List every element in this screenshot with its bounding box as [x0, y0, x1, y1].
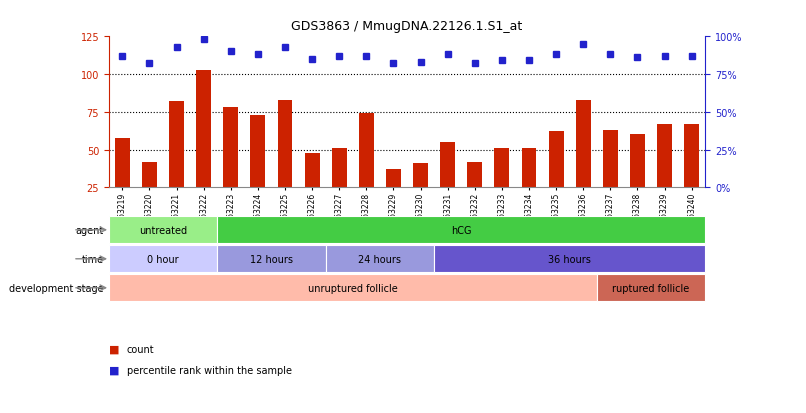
- Text: ■: ■: [109, 344, 119, 354]
- Text: count: count: [127, 344, 154, 354]
- Text: untreated: untreated: [139, 225, 187, 235]
- Bar: [196, 70, 211, 225]
- Bar: [413, 164, 428, 225]
- Bar: [332, 149, 347, 225]
- Bar: [251, 116, 265, 225]
- Bar: [603, 131, 618, 225]
- Text: 24 hours: 24 hours: [359, 254, 401, 264]
- Text: 0 hour: 0 hour: [147, 254, 179, 264]
- Bar: [521, 149, 537, 225]
- Bar: [305, 153, 320, 225]
- Bar: [115, 138, 130, 225]
- Text: ruptured follicle: ruptured follicle: [613, 283, 690, 293]
- Text: development stage: development stage: [10, 283, 104, 293]
- Text: time: time: [82, 254, 104, 264]
- Text: agent: agent: [76, 225, 104, 235]
- Bar: [218, 246, 326, 273]
- Bar: [109, 275, 596, 301]
- Bar: [218, 217, 705, 244]
- Bar: [386, 170, 401, 225]
- Bar: [657, 125, 672, 225]
- Bar: [684, 125, 699, 225]
- Bar: [359, 114, 374, 225]
- Text: ■: ■: [109, 365, 119, 375]
- Bar: [142, 162, 157, 225]
- Bar: [630, 135, 645, 225]
- Text: 12 hours: 12 hours: [250, 254, 293, 264]
- Bar: [277, 100, 293, 225]
- Bar: [109, 246, 218, 273]
- Bar: [109, 217, 218, 244]
- Bar: [434, 246, 705, 273]
- Bar: [596, 275, 705, 301]
- Title: GDS3863 / MmugDNA.22126.1.S1_at: GDS3863 / MmugDNA.22126.1.S1_at: [292, 20, 522, 33]
- Text: 36 hours: 36 hours: [548, 254, 591, 264]
- Text: unruptured follicle: unruptured follicle: [308, 283, 397, 293]
- Bar: [549, 132, 563, 225]
- Bar: [326, 246, 434, 273]
- Bar: [223, 108, 239, 225]
- Bar: [169, 102, 184, 225]
- Bar: [575, 100, 591, 225]
- Text: hCG: hCG: [451, 225, 472, 235]
- Bar: [467, 162, 482, 225]
- Text: percentile rank within the sample: percentile rank within the sample: [127, 365, 292, 375]
- Bar: [440, 143, 455, 225]
- Bar: [494, 149, 509, 225]
